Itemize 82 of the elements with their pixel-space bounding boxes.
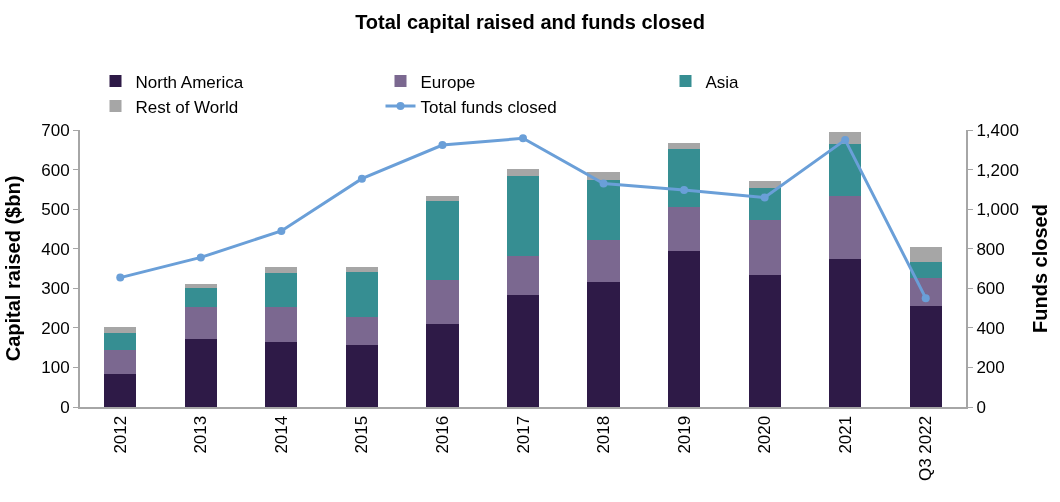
x-tick-label: 2020 <box>755 415 775 454</box>
y-tick-label: 600 <box>41 160 70 180</box>
point <box>438 141 447 150</box>
x-tick-label: 2017 <box>513 415 533 454</box>
bar <box>265 307 298 343</box>
legend-label: Rest of World <box>135 97 239 117</box>
bar <box>265 342 298 407</box>
y2-tick-label: 200 <box>976 358 1005 378</box>
y2-tick-label: 800 <box>976 239 1005 259</box>
bar <box>265 273 298 308</box>
bar <box>104 374 137 407</box>
bar <box>587 179 620 241</box>
bar <box>184 284 217 289</box>
x-tick-label: 2021 <box>835 415 855 454</box>
bar <box>506 175 540 257</box>
bar <box>345 272 379 317</box>
y-tick-label: 300 <box>41 279 70 299</box>
point <box>116 273 125 282</box>
x-tick-label: 2015 <box>352 415 372 454</box>
point <box>921 294 930 303</box>
y2-tick-label: 600 <box>976 279 1005 299</box>
bar <box>345 266 379 273</box>
bar <box>587 281 620 407</box>
x-tick-label: 2019 <box>674 415 694 454</box>
bar <box>426 324 459 407</box>
bar <box>426 195 459 202</box>
y2-tick-label: 1,400 <box>976 120 1019 140</box>
legend-label: Asia <box>705 72 740 92</box>
chart-title: Total capital raised and funds closed <box>355 11 705 34</box>
x-tick-label: 2013 <box>191 415 211 454</box>
y-tick-label: 0 <box>60 397 70 417</box>
legend-label: Total funds closed <box>420 97 557 117</box>
bar <box>829 144 862 196</box>
bar <box>667 207 701 252</box>
y2-tick-label: 0 <box>976 397 986 417</box>
y2-tick-label: 1,200 <box>976 160 1019 180</box>
bar <box>909 305 942 407</box>
x-tick-label: 2014 <box>271 415 291 454</box>
bar <box>104 332 137 350</box>
bar <box>426 201 459 281</box>
bar <box>829 259 862 407</box>
bar <box>748 181 781 189</box>
y-axis-title: Capital raised ($bn) <box>2 175 25 362</box>
bar <box>426 280 459 325</box>
bar <box>104 349 137 375</box>
y-tick-label: 100 <box>41 358 70 378</box>
y-tick-label: 400 <box>41 239 70 259</box>
point <box>196 253 205 262</box>
x-tick-label: 2018 <box>594 415 614 454</box>
y2-axis-title: Funds closed <box>1028 204 1051 333</box>
bar <box>506 256 540 296</box>
point <box>277 226 286 235</box>
bar <box>345 344 379 407</box>
bar <box>506 295 540 407</box>
x-tick-label: 2016 <box>432 415 452 454</box>
point <box>519 134 527 143</box>
x-tick-label: 2012 <box>110 415 130 454</box>
legend-label: Europe <box>420 72 476 92</box>
bar <box>345 316 379 345</box>
y-tick-label: 500 <box>41 200 70 220</box>
y2-tick-label: 400 <box>976 318 1005 338</box>
bar <box>667 149 701 208</box>
point <box>680 185 689 194</box>
y-tick-label: 700 <box>41 120 70 140</box>
y-tick-label: 200 <box>41 318 70 338</box>
bar <box>506 169 540 176</box>
x-tick-label: Q3 2022 <box>916 415 936 482</box>
legend-label: North America <box>135 72 244 92</box>
bar <box>587 240 620 282</box>
point <box>760 193 769 202</box>
bar <box>909 247 942 262</box>
bar <box>104 327 137 333</box>
y2-tick-label: 1,000 <box>976 200 1019 220</box>
bar <box>748 275 781 407</box>
bar <box>748 219 781 276</box>
bar <box>667 251 701 407</box>
point <box>599 179 608 188</box>
point <box>357 174 366 183</box>
bar <box>184 288 217 308</box>
bar <box>184 307 217 339</box>
bar <box>829 195 862 260</box>
bar <box>184 338 217 407</box>
